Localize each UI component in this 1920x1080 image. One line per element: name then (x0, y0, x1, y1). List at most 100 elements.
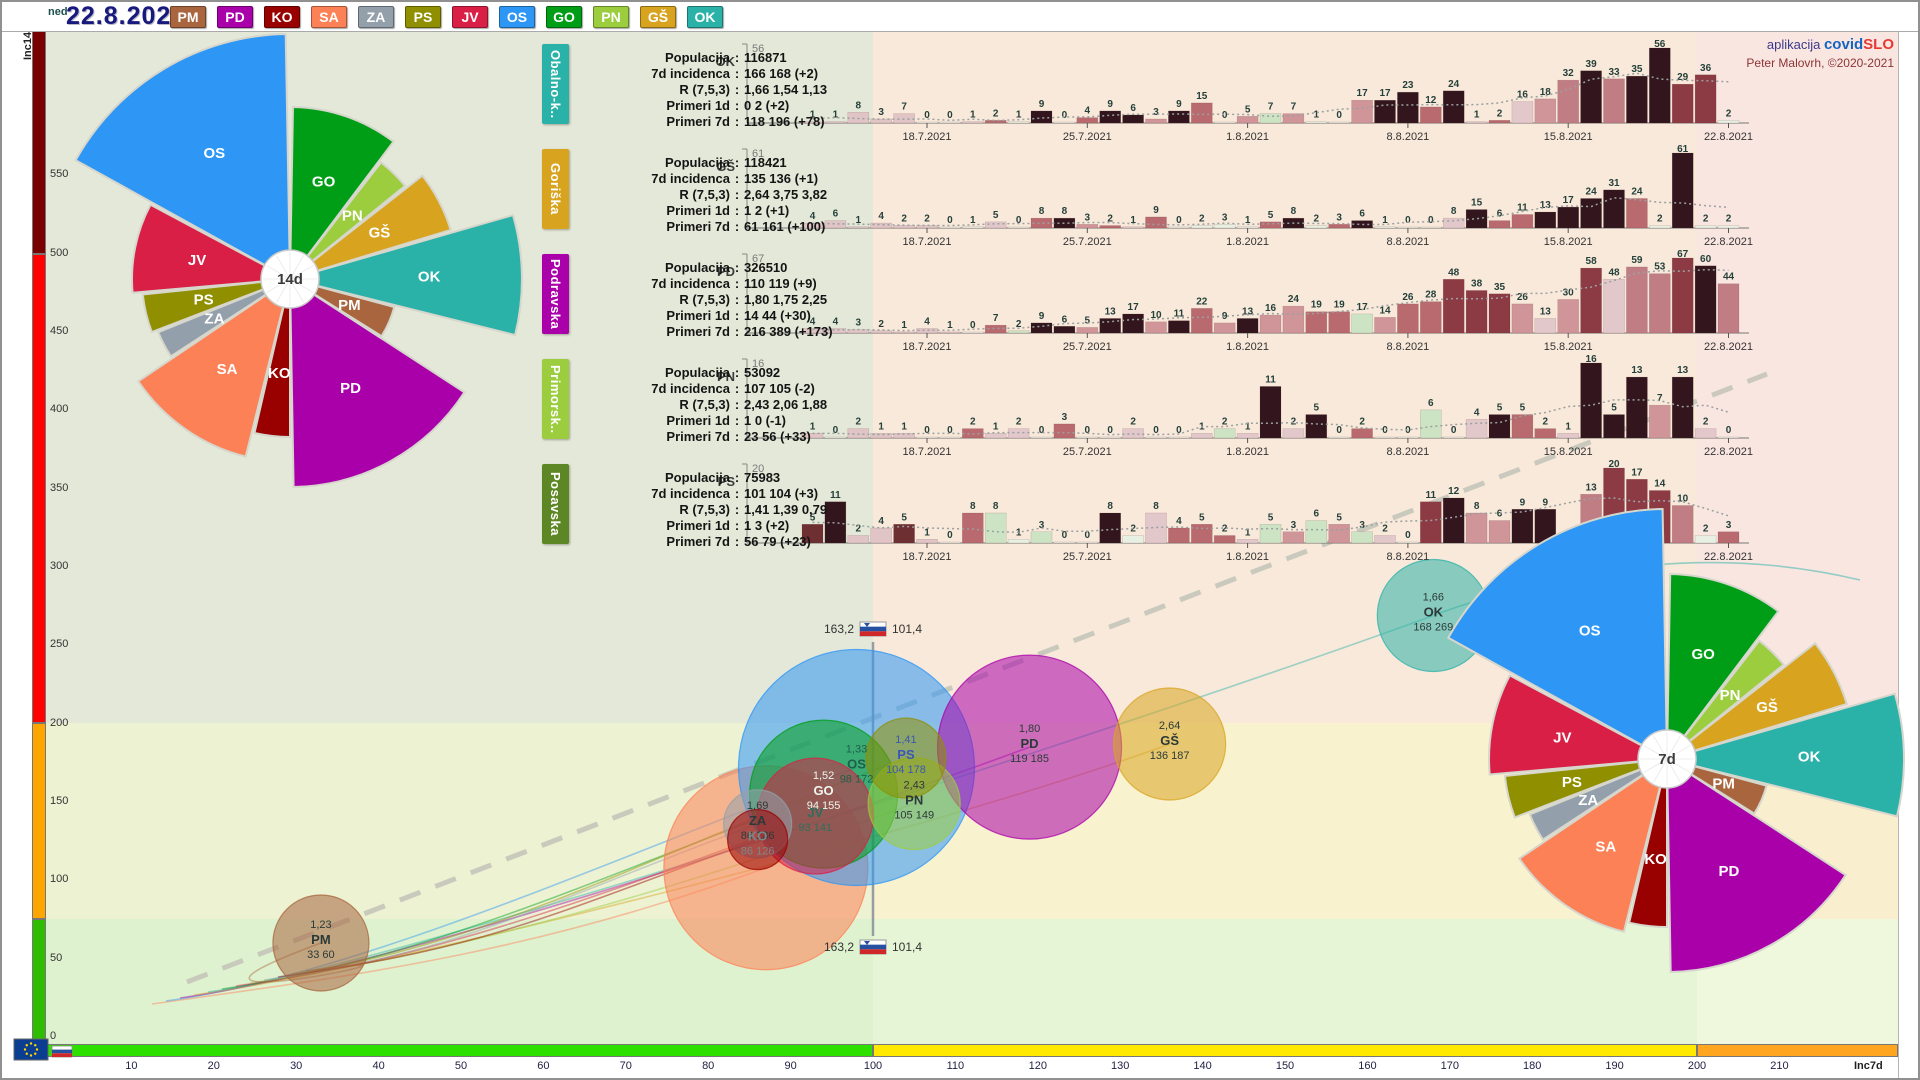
bar-day-5[interactable] (893, 524, 915, 544)
bar-day-27[interactable] (1397, 303, 1419, 334)
bar-day-17[interactable] (1168, 527, 1190, 544)
bar-day-24[interactable] (1328, 436, 1350, 439)
bar-day-27[interactable] (1397, 91, 1419, 124)
bar-day-28[interactable] (1420, 501, 1442, 544)
bar-day-10[interactable] (1007, 539, 1030, 544)
bar-day-32[interactable] (1511, 303, 1534, 334)
bubble-GŠ[interactable] (1113, 687, 1227, 801)
bar-day-12[interactable] (1053, 541, 1076, 544)
bar-day-27[interactable] (1397, 226, 1419, 229)
bar-day-2[interactable] (824, 501, 847, 544)
bar-day-10[interactable] (1007, 226, 1030, 229)
bar-day-24[interactable] (1328, 224, 1350, 229)
bar-day-25[interactable] (1351, 99, 1373, 124)
bar-day-10[interactable] (1007, 121, 1030, 124)
bar-day-35[interactable] (1580, 70, 1602, 124)
bar-day-21[interactable] (1259, 113, 1282, 124)
bar-day-31[interactable] (1488, 120, 1511, 124)
bar-day-13[interactable] (1076, 117, 1099, 124)
pie-slice-PS[interactable] (1503, 758, 1668, 819)
bar-day-37[interactable] (1626, 198, 1648, 229)
bar-day-11[interactable] (1030, 322, 1053, 334)
bar-day-25[interactable] (1351, 428, 1373, 439)
pie-slice-GŠ[interactable] (289, 174, 452, 280)
bar-day-26[interactable] (1374, 535, 1396, 544)
bar-day-38[interactable] (1649, 225, 1671, 229)
bar-day-21[interactable] (1259, 314, 1282, 334)
pie-slice-ZA[interactable] (156, 278, 291, 358)
bar-day-8[interactable] (962, 331, 984, 334)
bar-day-7[interactable] (939, 541, 961, 544)
bar-day-1[interactable] (801, 121, 824, 124)
bar-day-41[interactable] (1717, 436, 1740, 439)
bar-day-4[interactable] (870, 433, 892, 439)
bar-day-30[interactable] (1465, 121, 1488, 124)
pie-slice-JV[interactable] (1488, 674, 1671, 776)
bar-day-30[interactable] (1465, 290, 1488, 334)
bar-day-18[interactable] (1191, 102, 1213, 124)
bar-day-38[interactable] (1649, 47, 1671, 124)
bar-day-4[interactable] (870, 222, 892, 229)
bar-day-35[interactable] (1580, 267, 1602, 334)
bar-day-18[interactable] (1191, 433, 1213, 439)
bar-day-34[interactable] (1557, 206, 1579, 229)
bar-day-28[interactable] (1420, 301, 1442, 334)
bar-day-5[interactable] (893, 113, 915, 124)
bar-day-7[interactable] (939, 331, 961, 334)
bar-day-25[interactable] (1351, 313, 1373, 334)
pie-slice-ZA[interactable] (1528, 758, 1668, 841)
bar-day-24[interactable] (1328, 311, 1350, 334)
bar-day-23[interactable] (1305, 121, 1328, 124)
bar-day-41[interactable] (1717, 283, 1740, 334)
bar-day-8[interactable] (962, 121, 984, 124)
bar-day-36[interactable] (1603, 78, 1625, 124)
bar-day-14[interactable] (1099, 318, 1121, 334)
bar-day-41[interactable] (1717, 225, 1740, 229)
bar-day-7[interactable] (939, 226, 961, 229)
bar-day-26[interactable] (1374, 436, 1396, 439)
bar-day-10[interactable] (1007, 330, 1030, 334)
bar-day-22[interactable] (1282, 113, 1305, 124)
bar-day-19[interactable] (1213, 121, 1236, 124)
bar-day-3[interactable] (847, 226, 870, 229)
bar-day-24[interactable] (1328, 121, 1350, 124)
bar-day-28[interactable] (1420, 226, 1442, 229)
bar-day-40[interactable] (1694, 225, 1717, 229)
bar-day-40[interactable] (1694, 74, 1717, 124)
pie-slice-OK[interactable] (1663, 692, 1905, 818)
bar-day-29[interactable] (1442, 90, 1465, 124)
bar-day-15[interactable] (1122, 226, 1144, 229)
bar-day-12[interactable] (1053, 423, 1076, 439)
bar-day-32[interactable] (1511, 509, 1534, 544)
region-badge-ZA[interactable]: ZA (358, 6, 394, 28)
region-badge-OK[interactable]: OK (687, 6, 723, 28)
region-badge-PD[interactable]: PD (217, 6, 253, 28)
bar-day-35[interactable] (1580, 198, 1602, 229)
bar-day-9[interactable] (984, 221, 1007, 229)
pie-slice-GŠ[interactable] (1666, 641, 1849, 760)
bar-day-31[interactable] (1488, 520, 1511, 544)
bar-day-37[interactable] (1626, 266, 1648, 334)
bar-day-8[interactable] (962, 226, 984, 229)
bar-day-34[interactable] (1557, 433, 1579, 439)
bubble-KO[interactable] (727, 808, 789, 871)
bar-day-19[interactable] (1213, 535, 1236, 544)
bar-day-4[interactable] (870, 118, 892, 124)
bar-day-33[interactable] (1534, 211, 1557, 229)
bar-day-36[interactable] (1603, 189, 1625, 229)
bar-day-1[interactable] (801, 328, 824, 334)
pie-slice-OS[interactable] (1446, 507, 1669, 761)
bar-day-14[interactable] (1099, 225, 1121, 229)
bar-day-30[interactable] (1465, 419, 1488, 439)
bar-day-1[interactable] (801, 222, 824, 229)
bar-day-11[interactable] (1030, 217, 1053, 229)
bar-day-20[interactable] (1236, 433, 1259, 439)
bar-day-32[interactable] (1511, 414, 1534, 439)
bar-day-20[interactable] (1236, 116, 1259, 124)
bar-day-13[interactable] (1076, 436, 1099, 439)
bar-day-14[interactable] (1099, 436, 1121, 439)
bar-day-12[interactable] (1053, 121, 1076, 124)
bar-day-29[interactable] (1442, 497, 1465, 544)
region-badge-PS[interactable]: PS (405, 6, 441, 28)
bar-day-21[interactable] (1259, 221, 1282, 229)
